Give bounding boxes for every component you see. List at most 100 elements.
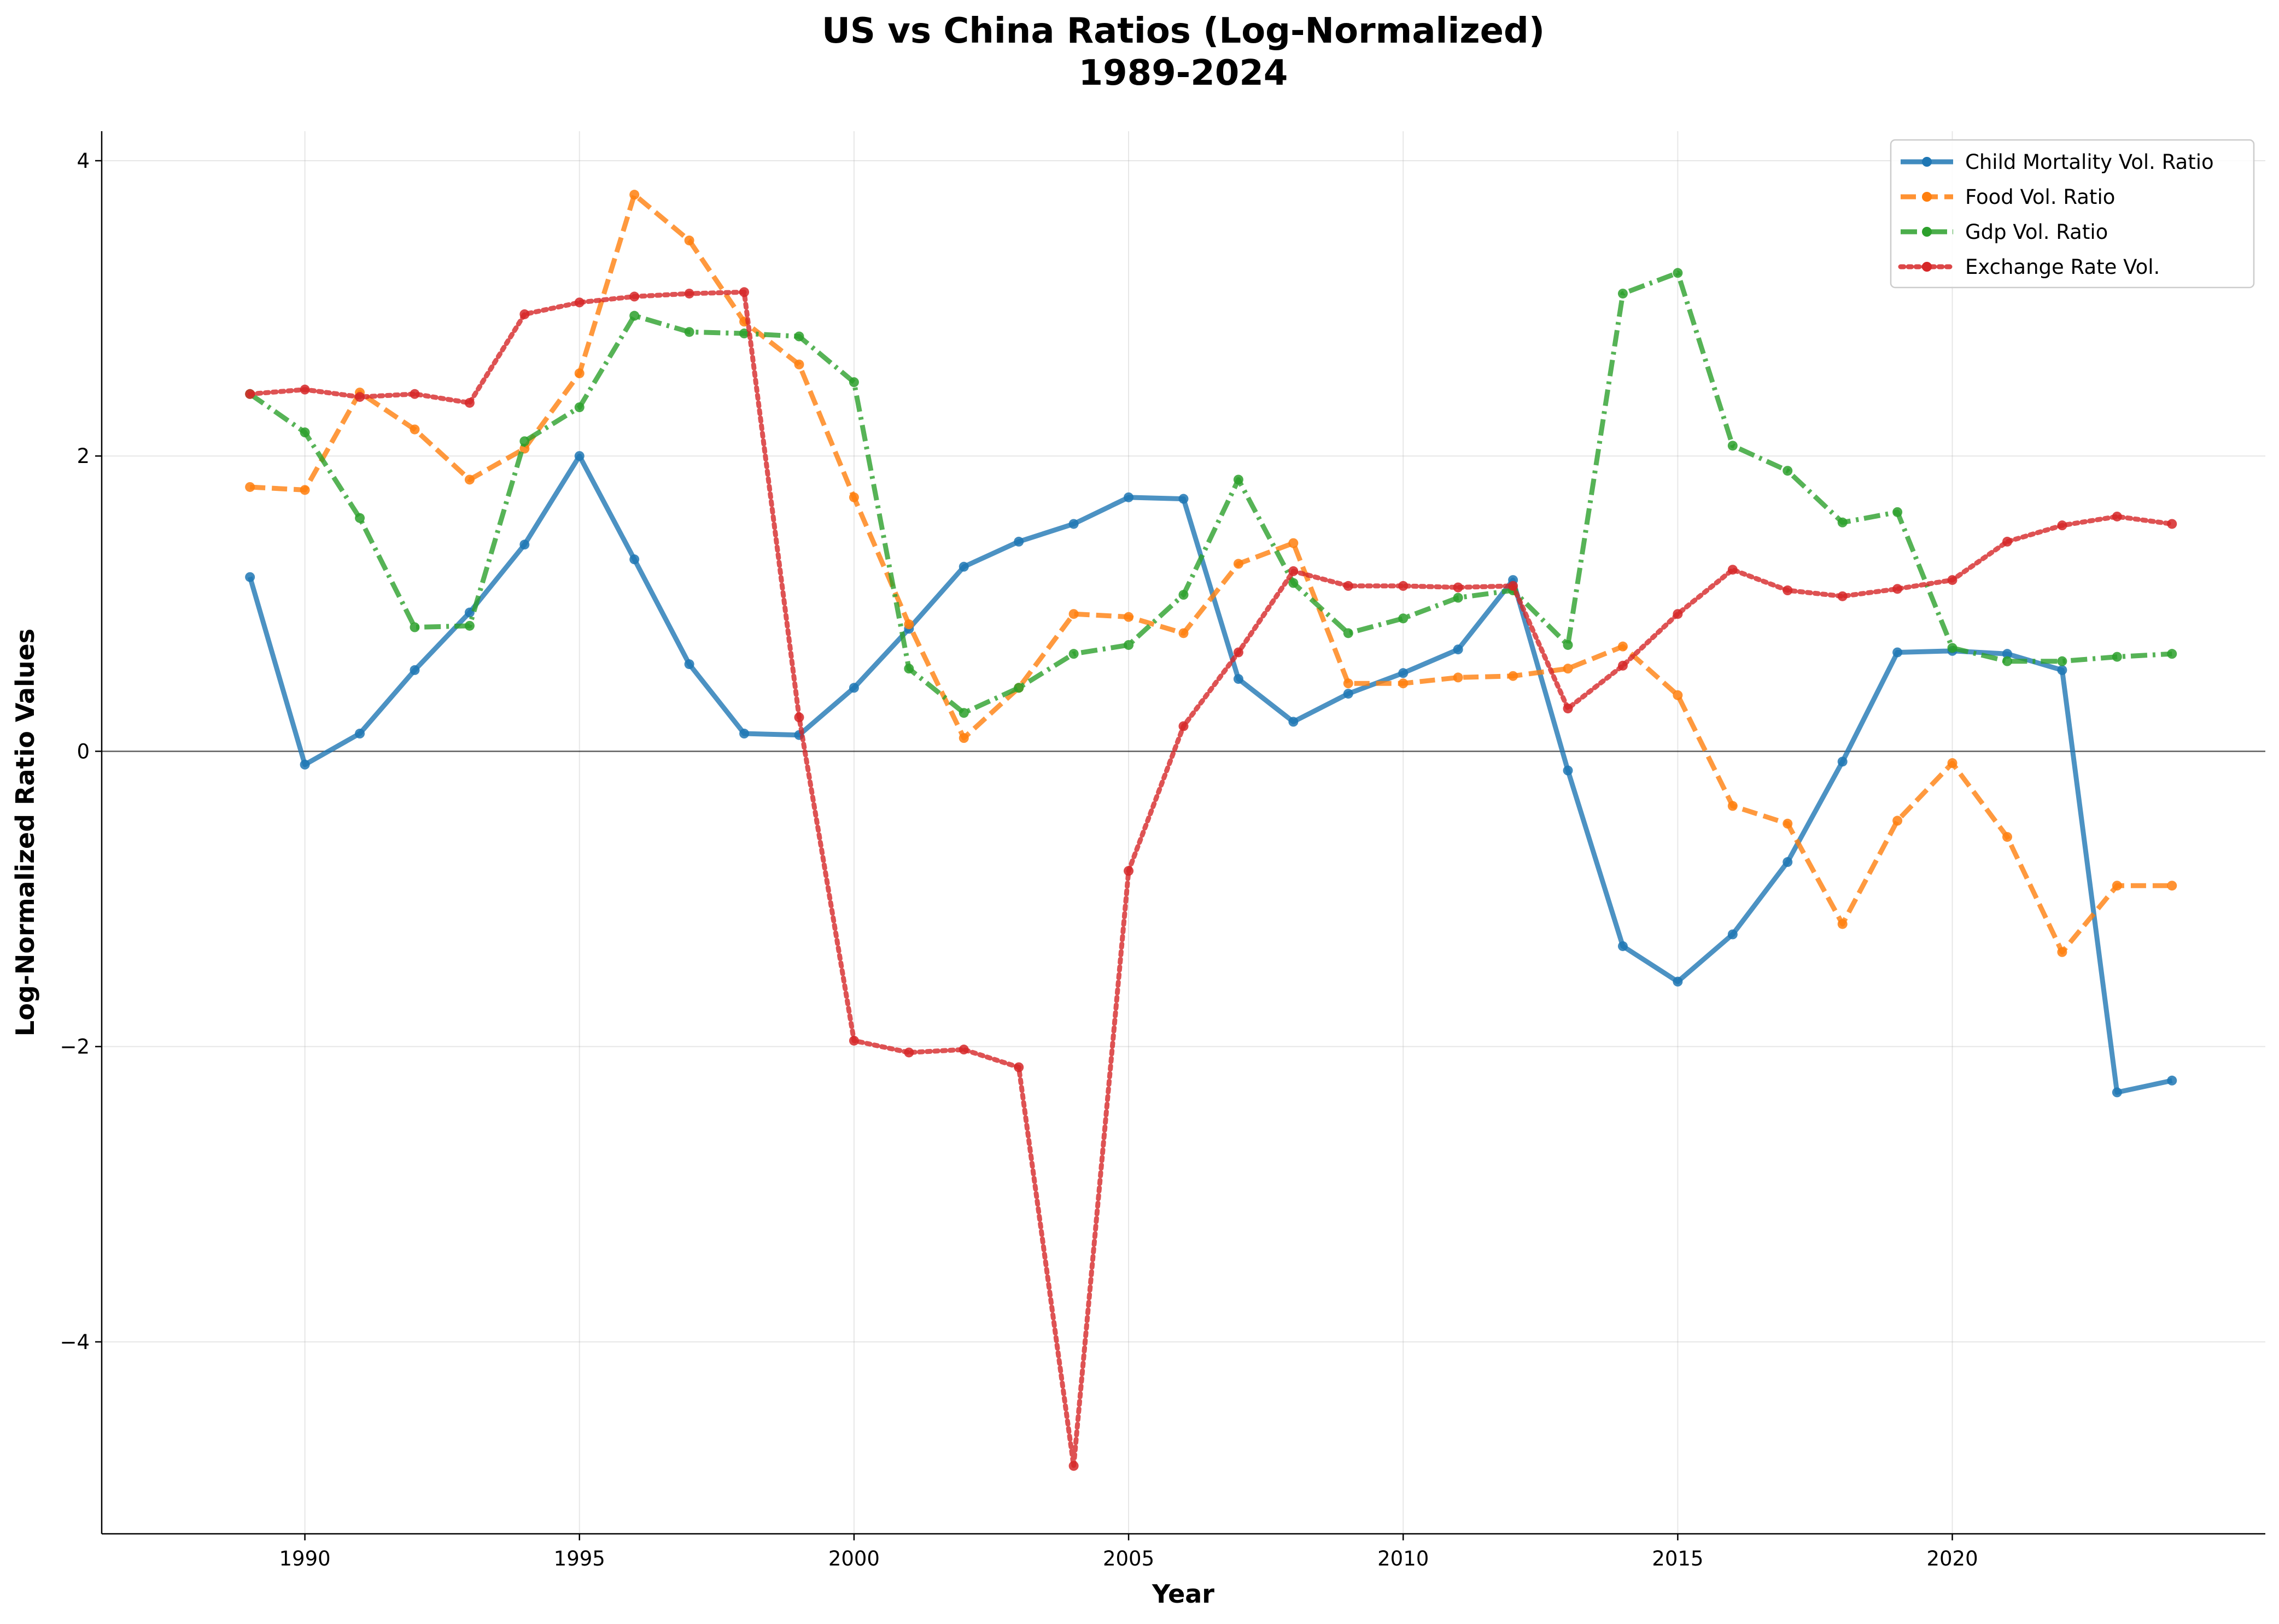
series-food-vol-ratio <box>245 190 2177 957</box>
data-point <box>684 235 694 245</box>
data-point <box>1617 660 1628 671</box>
legend-item-child-mortality-vol-ratio: Child Mortality Vol. Ratio <box>1901 150 2214 174</box>
data-point <box>1288 578 1299 588</box>
data-point <box>739 329 750 339</box>
x-tick-label: 1990 <box>279 1547 331 1570</box>
data-point <box>1453 593 1463 603</box>
data-point <box>629 190 640 200</box>
data-point <box>2167 649 2177 659</box>
x-tick-label: 2015 <box>1652 1547 1703 1570</box>
data-point <box>904 664 914 674</box>
data-point <box>519 540 530 550</box>
data-point <box>1563 664 1573 674</box>
legend-items: Child Mortality Vol. Ratio Food Vol. Rati… <box>1898 150 2214 279</box>
data-point <box>519 436 530 447</box>
data-point <box>1727 801 1738 811</box>
data-point <box>1453 672 1463 683</box>
data-point <box>2112 1087 2122 1098</box>
data-point <box>1727 565 1738 575</box>
data-point <box>1892 507 1903 517</box>
data-point <box>1453 644 1463 655</box>
data-point <box>1563 640 1573 650</box>
data-point <box>2112 652 2122 662</box>
data-point <box>1014 1062 1024 1072</box>
data-point <box>1398 668 1409 678</box>
legend-label: Exchange Rate Vol. <box>1965 255 2160 279</box>
data-point <box>300 759 310 770</box>
data-point <box>684 289 694 299</box>
legend-swatch-marker <box>1922 192 1932 202</box>
data-point <box>1947 575 1957 585</box>
x-axis-label: Year <box>1152 1579 1214 1609</box>
legend-label: Food Vol. Ratio <box>1965 185 2115 209</box>
data-point <box>1892 584 1903 594</box>
data-point <box>355 513 365 523</box>
data-point <box>1178 628 1189 638</box>
data-point <box>410 389 420 399</box>
data-point <box>574 402 585 413</box>
data-point <box>2057 656 2067 666</box>
data-point <box>1892 647 1903 658</box>
data-point <box>300 384 310 395</box>
y-tick-label: −2 <box>60 1035 90 1059</box>
data-point <box>959 561 969 572</box>
data-point <box>2002 649 2012 659</box>
x-tick-label: 2020 <box>1926 1547 1978 1570</box>
data-point <box>1617 289 1628 299</box>
data-point <box>300 427 310 438</box>
data-point <box>1233 674 1243 684</box>
data-point <box>464 397 475 408</box>
data-point <box>959 708 969 718</box>
data-point <box>1124 640 1134 650</box>
data-point <box>410 622 420 632</box>
data-point <box>355 729 365 739</box>
data-point <box>355 392 365 402</box>
data-point <box>245 572 255 582</box>
data-point <box>300 485 310 495</box>
data-point <box>464 474 475 485</box>
data-point <box>1343 581 1353 591</box>
series-line-food-vol-ratio <box>249 192 2172 955</box>
data-point <box>739 287 750 297</box>
data-point <box>959 733 969 743</box>
data-point <box>684 659 694 670</box>
data-point <box>1398 581 1409 591</box>
data-point <box>1453 582 1463 593</box>
data-point <box>464 620 475 631</box>
data-point <box>1837 591 1848 601</box>
data-point <box>574 297 585 308</box>
data-point <box>2057 520 2067 531</box>
data-point <box>1617 641 1628 652</box>
data-point <box>849 377 859 388</box>
y-axis-ticks: −4 −2 0 2 4 <box>60 149 102 1354</box>
data-point <box>1727 441 1738 451</box>
data-point <box>629 291 640 302</box>
data-point <box>1068 1461 1079 1471</box>
data-point <box>2112 881 2122 891</box>
data-point <box>1014 536 1024 547</box>
data-point <box>794 359 804 370</box>
data-point <box>2167 519 2177 529</box>
data-point <box>739 729 750 739</box>
data-point <box>1783 818 1793 829</box>
data-point <box>2057 947 2067 957</box>
data-point <box>1233 474 1243 485</box>
data-point <box>959 1045 969 1055</box>
series-line-child-mortality-vol-ratio <box>247 453 2173 1095</box>
legend-item-food-vol-ratio: Food Vol. Ratio <box>1901 185 2115 209</box>
data-point <box>2167 881 2177 891</box>
y-tick-label: 2 <box>77 444 90 468</box>
data-point <box>2002 536 2012 547</box>
data-point <box>2002 832 2012 842</box>
series-lines <box>245 190 2177 1471</box>
data-point <box>904 1047 914 1058</box>
x-tick-label: 2005 <box>1103 1547 1154 1570</box>
data-point <box>1288 717 1299 727</box>
data-point <box>1837 757 1848 767</box>
data-point <box>1124 866 1134 876</box>
data-point <box>1233 559 1243 569</box>
y-tick-label: −4 <box>60 1330 90 1354</box>
y-tick-label: 4 <box>77 149 90 173</box>
x-axis-ticks: 1990 1995 2000 2005 2010 2015 2020 <box>279 1534 1978 1570</box>
legend: Child Mortality Vol. Ratio Food Vol. Rati… <box>1890 139 2255 289</box>
